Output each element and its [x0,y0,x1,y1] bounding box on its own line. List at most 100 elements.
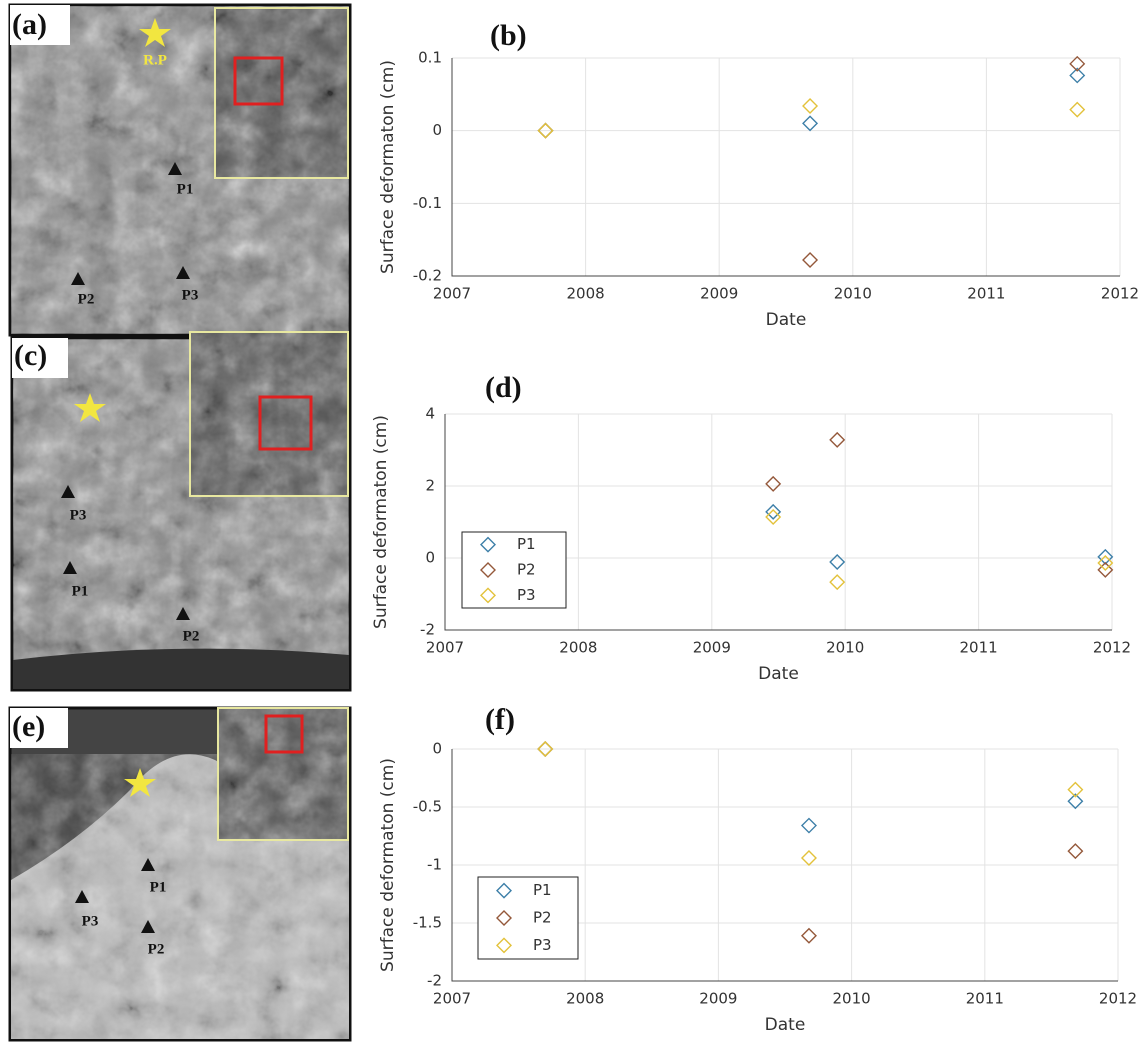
y-tick-label: -1.5 [413,914,442,932]
inset-terrain [191,333,347,495]
y-tick-label: 4 [425,405,435,423]
plot-area [452,58,1120,276]
panel-label: (c) [14,339,47,372]
data-point [1067,793,1084,810]
data-point [1097,561,1114,578]
x-tick-label: 2009 [700,285,738,303]
legend-label: P1 [533,881,552,899]
x-tick-label: 2012 [1093,639,1131,657]
data-point [1069,101,1086,118]
legend-marker [480,536,496,553]
axis-line [451,749,1118,982]
data-point [800,817,817,834]
data-point [765,503,782,520]
image-panel: (e) P1 P3 P2 [8,706,352,1042]
x-tick-label: 2010 [834,285,872,303]
y-tick-label: 0 [425,549,435,567]
x-tick-label: 2010 [826,639,864,657]
panel-label: (f) [485,703,515,736]
data-point [829,553,846,570]
legend-label: P2 [533,909,552,927]
y-tick-label: -0.2 [413,267,442,285]
star [74,393,106,422]
y-tick-label: 0 [432,740,442,758]
triangle [63,561,77,574]
marker-label: P2 [183,628,200,644]
triangle [75,890,89,903]
y-axis-label: Surface deformaton (cm) [371,415,391,629]
y-axis-label: Surface deformaton (cm) [378,60,398,274]
triangle [61,485,75,498]
data-point [1069,67,1086,84]
marker-label: P3 [70,507,87,523]
axis-line [444,414,1112,631]
y-tick-label: -2 [420,621,435,639]
data-point [1069,55,1086,72]
sea [13,648,349,689]
marker-label: P1 [150,879,167,895]
x-tick-label: 2008 [567,285,605,303]
data-point [765,475,782,492]
inset-box [233,56,284,106]
data-point [800,850,817,867]
data-point [537,122,554,139]
axis-line [451,58,1120,277]
x-axis-label: Date [766,310,807,330]
inset-box [264,714,304,754]
legend-box [461,531,567,609]
x-tick-label: 2010 [833,990,871,1008]
data-point [1097,548,1114,565]
x-tick-label: 2009 [693,639,731,657]
y-tick-label: 2 [425,477,435,495]
x-tick-label: 2007 [433,990,471,1008]
legend-label: P1 [517,535,536,553]
legend-marker [496,882,512,899]
x-tick-label: 2008 [566,990,604,1008]
x-tick-label: 2011 [960,639,998,657]
label-bg [10,5,70,45]
inset-terrain [219,709,347,839]
y-axis-label: Surface deformaton (cm) [378,758,398,972]
x-tick-label: 2007 [426,639,464,657]
data-point [800,927,817,944]
triangle [141,858,155,871]
panel-label: (b) [490,19,527,52]
data-point [829,431,846,448]
triangle [176,607,190,620]
legend-label: P3 [517,586,536,604]
y-tick-label: -2 [427,972,442,990]
x-axis-label: Date [758,664,799,684]
x-axis-label: Date [765,1015,806,1035]
legend-marker [496,910,512,926]
inset-box [258,395,313,451]
data-point [537,741,554,757]
x-tick-label: 2008 [559,639,597,657]
data-point [765,508,782,525]
y-tick-label: -0.5 [413,798,442,816]
star [139,18,171,47]
marker-label: P3 [182,287,199,303]
marker-label: P2 [148,941,165,957]
y-tick-label: 0 [432,121,442,139]
x-tick-label: 2011 [966,990,1004,1008]
label-bg [12,338,68,378]
x-tick-label: 2009 [699,990,737,1008]
marker-label: P3 [82,913,99,929]
x-tick-label: 2012 [1099,990,1137,1008]
data-point [1067,843,1084,860]
marker-label: R.P [143,52,167,68]
triangle [176,266,190,279]
legend-marker [480,562,496,578]
x-tick-label: 2011 [967,285,1005,303]
y-tick-label: -0.1 [413,194,442,212]
triangle [168,162,182,175]
marker-label: P1 [72,583,89,599]
data-point [1097,555,1114,572]
triangle [71,272,85,285]
star [124,768,156,797]
data-point [829,574,846,591]
data-point [802,252,819,269]
y-tick-label: 0.1 [418,49,442,67]
data-point [802,97,819,114]
